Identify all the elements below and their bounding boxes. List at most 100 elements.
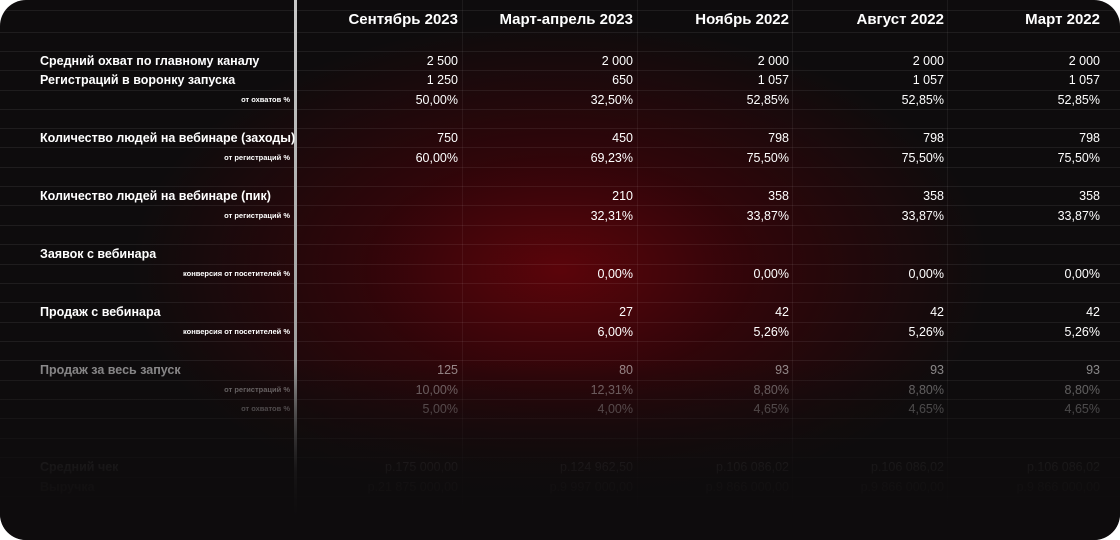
value-cell[interactable]: 1 057 [757,73,789,87]
value-cell[interactable]: 5,26% [908,325,944,339]
value-cell[interactable]: 42 [1086,305,1100,319]
value-cell[interactable]: 2 000 [912,54,944,68]
row-label[interactable]: Количество людей на вебинаре (пик) [40,189,271,203]
value-cell[interactable]: 4,65% [753,402,789,416]
value-cell[interactable]: 69,23% [590,151,633,165]
value-cell[interactable]: 450 [612,131,633,145]
value-cell[interactable]: 1 057 [912,73,944,87]
value-cell[interactable]: 33,87% [1057,209,1100,223]
value-cell[interactable]: 358 [923,189,944,203]
row-label[interactable]: Регистраций в воронку запуска [40,73,236,87]
value-cell[interactable]: 80 [619,363,633,377]
value-cell[interactable]: 42 [930,305,944,319]
value-cell[interactable]: 8,80% [753,383,789,397]
value-cell[interactable]: 32,50% [590,93,633,107]
column-header[interactable]: Сентябрь 2023 [348,11,458,28]
value-cell[interactable]: 210 [612,189,633,203]
value-cell[interactable]: 75,50% [901,151,944,165]
value-cell[interactable]: 2 000 [757,54,789,68]
row-label[interactable]: Средний чек [40,460,119,474]
value-cell[interactable]: 1 057 [1068,73,1100,87]
value-cell[interactable]: 32,31% [590,209,633,223]
row-gridline [0,399,1120,400]
row-sublabel[interactable]: конверсия от посетителей % [182,327,290,336]
value-cell[interactable]: 4,65% [908,402,944,416]
value-cell[interactable]: 358 [1079,189,1100,203]
value-cell[interactable]: 52,85% [746,93,789,107]
value-cell[interactable]: 2 500 [426,54,458,68]
row-sublabel[interactable]: от регистраций % [224,211,290,220]
value-cell[interactable]: 8,80% [908,383,944,397]
value-cell[interactable]: 93 [930,363,944,377]
value-cell[interactable]: 52,85% [901,93,944,107]
value-cell[interactable]: 75,50% [746,151,789,165]
value-cell[interactable]: 75,50% [1057,151,1100,165]
column-header[interactable]: Март 2022 [1025,11,1100,28]
row-gridline [0,32,1120,33]
value-cell[interactable]: 93 [1086,363,1100,377]
value-cell[interactable]: 27 [619,305,633,319]
value-cell[interactable]: р.106 086,02 [716,460,789,474]
row-label[interactable]: Средний охват по главному каналу [40,54,260,68]
row-gridline [0,360,1120,361]
value-cell[interactable]: 12,31% [590,383,633,397]
column-header[interactable]: Август 2022 [856,11,945,28]
value-cell[interactable]: 5,00% [422,402,458,416]
value-cell[interactable]: р.106 086,02 [871,460,944,474]
value-cell[interactable]: 798 [923,131,944,145]
value-cell[interactable]: 0,00% [1064,267,1100,281]
value-cell[interactable]: 0,00% [908,267,944,281]
value-cell[interactable]: р.21 875 000,00 [367,480,458,494]
value-cell[interactable]: 798 [1079,131,1100,145]
value-cell[interactable]: 798 [768,131,789,145]
row-gridline [0,322,1120,323]
row-gridline [0,477,1120,478]
row-sublabel[interactable]: от регистраций % [224,385,290,394]
value-cell[interactable]: р.106 086,02 [1027,460,1100,474]
value-cell[interactable]: 8,80% [1064,383,1100,397]
value-cell[interactable]: 10,00% [415,383,458,397]
value-cell[interactable]: 5,26% [1064,325,1100,339]
row-sublabel[interactable]: от охватов % [241,95,290,104]
value-cell[interactable]: 4,65% [1064,402,1100,416]
column-header[interactable]: Март-апрель 2023 [499,11,633,28]
value-cell[interactable]: 0,00% [597,267,633,281]
value-cell[interactable]: р.9 866 000,00 [705,480,789,494]
row-sublabel[interactable]: от охватов % [241,404,290,413]
row-label[interactable]: Выручка [40,480,95,494]
frozen-column-divider[interactable] [294,0,297,540]
row-label[interactable]: Продаж за весь запуск [40,363,181,377]
value-cell[interactable]: р.9 866 000,00 [1016,480,1100,494]
value-cell[interactable]: р.9 866 000,00 [860,480,944,494]
value-cell[interactable]: 33,87% [901,209,944,223]
value-cell[interactable]: р.9 997 000,00 [549,480,633,494]
value-cell[interactable]: 60,00% [415,151,458,165]
value-cell[interactable]: р.124 962,50 [560,460,633,474]
value-cell[interactable]: 1 250 [426,73,458,87]
value-cell[interactable]: 52,85% [1057,93,1100,107]
row-sublabel[interactable]: от регистраций % [224,153,290,162]
row-gridline [0,90,1120,91]
value-cell[interactable]: 750 [437,131,458,145]
value-cell[interactable]: 93 [775,363,789,377]
row-gridline [0,147,1120,148]
value-cell[interactable]: 50,00% [415,93,458,107]
value-cell[interactable]: 4,00% [597,402,633,416]
value-cell[interactable]: р.175 000,00 [385,460,458,474]
row-label[interactable]: Количество людей на вебинаре (заходы) [40,131,296,145]
value-cell[interactable]: 6,00% [597,325,633,339]
value-cell[interactable]: 2 000 [1068,54,1100,68]
value-cell[interactable]: 0,00% [753,267,789,281]
row-label[interactable]: Заявок с вебинара [40,247,157,261]
row-sublabel[interactable]: конверсия от посетителей % [182,269,290,278]
value-cell[interactable]: 358 [768,189,789,203]
value-cell[interactable]: 2 000 [601,54,633,68]
value-cell[interactable]: 125 [437,363,458,377]
value-cell[interactable]: 42 [775,305,789,319]
column-gridline [462,0,463,540]
value-cell[interactable]: 650 [612,73,633,87]
value-cell[interactable]: 33,87% [746,209,789,223]
row-label[interactable]: Продаж с вебинара [40,305,161,319]
value-cell[interactable]: 5,26% [753,325,789,339]
column-header[interactable]: Ноябрь 2022 [695,11,789,28]
